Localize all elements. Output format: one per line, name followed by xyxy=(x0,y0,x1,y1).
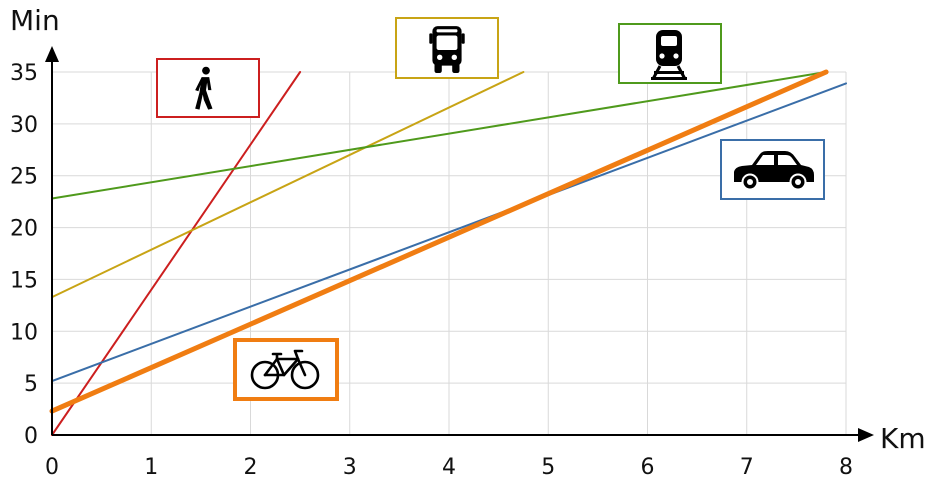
x-tick-label: 5 xyxy=(541,455,555,480)
series-line-train xyxy=(51,71,828,200)
x-axis-arrow xyxy=(858,428,874,442)
y-tick-label: 35 xyxy=(10,61,38,86)
y-tick-label: 20 xyxy=(10,217,38,242)
legend-box xyxy=(233,338,339,401)
x-tick-label: 4 xyxy=(442,455,456,480)
y-tick-label: 30 xyxy=(10,113,38,138)
series-line-bus xyxy=(51,71,525,299)
x-tick-label: 8 xyxy=(839,455,853,480)
x-tick-label: 0 xyxy=(45,455,59,480)
x-axis-title: Km xyxy=(880,422,926,455)
x-tick-label: 2 xyxy=(244,455,258,480)
series-line-bicycle xyxy=(49,69,829,414)
y-tick-label: 5 xyxy=(24,372,38,397)
train-icon xyxy=(649,28,689,80)
y-axis-title: Min xyxy=(10,4,60,37)
legend-item-bicycle xyxy=(233,338,339,401)
x-tick-label: 7 xyxy=(740,455,754,480)
legend-item-bus xyxy=(395,17,499,79)
x-tick-label: 6 xyxy=(641,455,655,480)
legend-item-train xyxy=(618,23,722,84)
y-tick-label: 0 xyxy=(24,424,38,449)
series-line-pedestrian xyxy=(51,71,302,436)
legend-item-pedestrian xyxy=(156,58,260,118)
y-tick-label: 15 xyxy=(10,268,38,293)
y-tick-label: 10 xyxy=(10,320,38,345)
y-tick-label: 25 xyxy=(10,165,38,190)
series-line-car xyxy=(51,82,847,383)
x-tick-label: 3 xyxy=(343,455,357,480)
y-axis-arrow xyxy=(45,46,59,62)
x-tick-label: 1 xyxy=(144,455,158,480)
legend-item-car xyxy=(720,139,825,200)
